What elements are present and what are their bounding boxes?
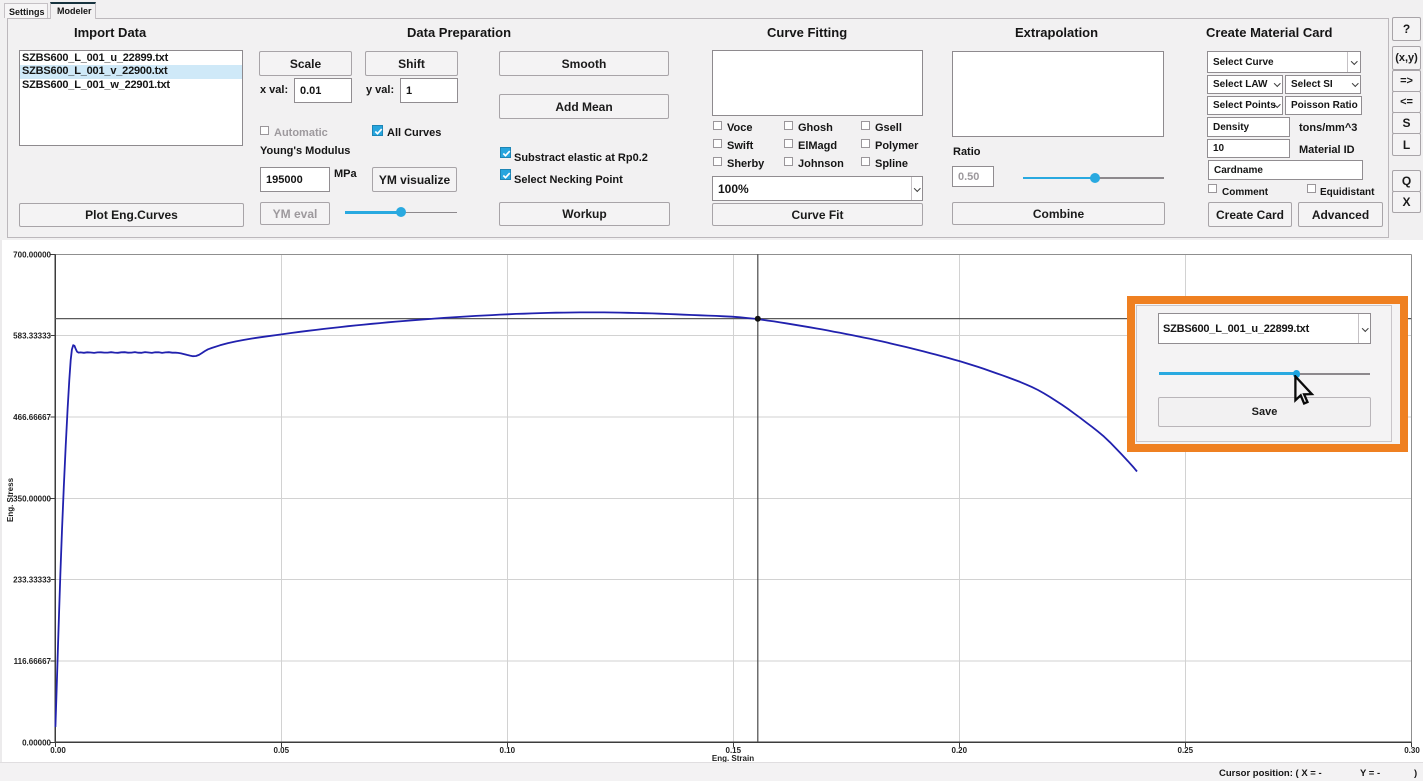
svg-text:Eng. Strain: Eng. Strain <box>712 754 754 762</box>
svg-text:583.33333: 583.33333 <box>13 332 51 341</box>
svg-text:0.15: 0.15 <box>726 746 742 755</box>
svg-text:0.05: 0.05 <box>274 746 290 755</box>
svg-text:466.66667: 466.66667 <box>13 413 51 422</box>
svg-text:Eng. Stress: Eng. Stress <box>6 477 15 522</box>
svg-text:0.20: 0.20 <box>952 746 968 755</box>
svg-text:0.30: 0.30 <box>1404 746 1420 755</box>
svg-text:116.66667: 116.66667 <box>14 657 52 666</box>
svg-text:0.00: 0.00 <box>50 746 66 755</box>
svg-text:350.00000: 350.00000 <box>13 494 51 503</box>
svg-text:700.00000: 700.00000 <box>13 250 51 259</box>
svg-text:0.25: 0.25 <box>1178 746 1194 755</box>
svg-text:0.10: 0.10 <box>500 746 516 755</box>
svg-text:0.00000: 0.00000 <box>22 738 51 747</box>
svg-text:233.33333: 233.33333 <box>13 576 51 585</box>
